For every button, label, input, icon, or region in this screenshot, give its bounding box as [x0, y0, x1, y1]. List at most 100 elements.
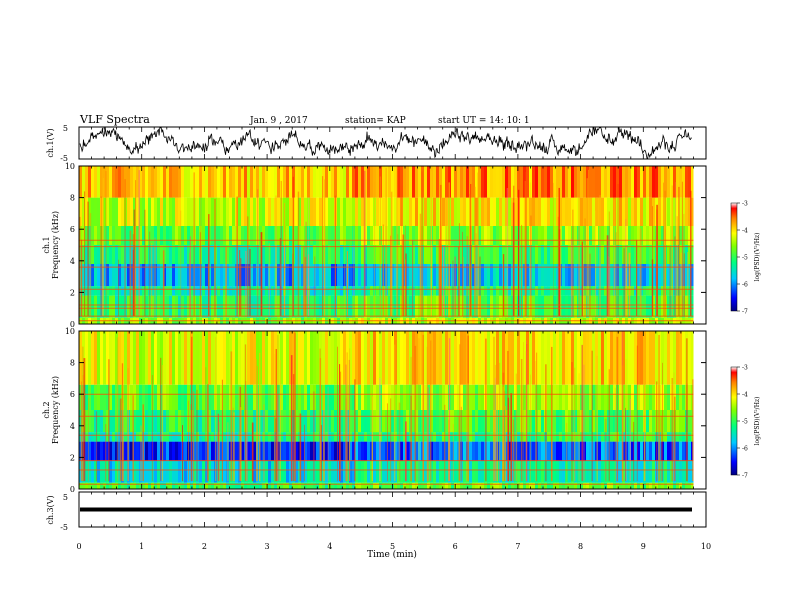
spectrogram-cell — [505, 432, 509, 442]
spectrogram-cell — [91, 384, 95, 410]
spectrogram-cell — [412, 264, 416, 287]
spectrogram-cell — [106, 295, 110, 318]
spectrogram-cell — [592, 384, 596, 410]
spectrogram-cell — [550, 482, 554, 489]
spectrogram-cell — [250, 197, 254, 226]
spectrogram-cell — [316, 226, 320, 245]
spectrogram-streak — [387, 403, 388, 482]
spectrogram-cell — [349, 384, 353, 410]
spectrogram-streak — [240, 407, 242, 482]
spectrogram-cell — [634, 286, 638, 296]
spectrogram-cell — [463, 460, 467, 483]
spectrogram-cell — [349, 460, 353, 483]
spectrogram-cell — [253, 245, 257, 264]
spectrogram-cell — [277, 245, 281, 264]
spectrogram-cell — [274, 482, 278, 489]
spectrogram-cell — [463, 197, 467, 226]
spectrogram-cell — [466, 245, 470, 264]
spectrogram-cell — [232, 166, 236, 198]
spectrogram-cell — [460, 410, 464, 433]
spectrogram-cell — [532, 286, 536, 296]
spectrogram-cell — [586, 460, 590, 483]
spectrogram-cell — [565, 166, 569, 198]
spectrogram-cell — [541, 384, 545, 410]
spectrogram-cell — [379, 410, 383, 433]
spectrogram-cell — [418, 166, 422, 198]
spectrogram-cell — [493, 245, 497, 264]
spectrogram-cell — [106, 410, 110, 433]
spectrogram-cell — [85, 331, 89, 385]
spectrogram-cell — [481, 384, 485, 410]
spectrogram-cell — [622, 286, 626, 296]
spectrogram-streak — [405, 253, 407, 317]
spectrogram-cell — [565, 460, 569, 483]
spectrogram-cell — [619, 384, 623, 410]
spectrogram-cell — [394, 197, 398, 226]
spectrogram-cell — [343, 410, 347, 433]
spectrogram-cell — [592, 460, 596, 483]
spectrogram-cell — [586, 441, 590, 461]
spectrogram-cell — [334, 331, 338, 385]
spectrogram-cell — [457, 295, 461, 318]
spectrogram-cell — [292, 441, 296, 461]
ch2-spectrogram-image — [79, 331, 706, 489]
spectrogram-cell — [259, 441, 263, 461]
spectrogram-cell — [421, 482, 425, 489]
spectrogram-streak — [459, 344, 461, 482]
spectrogram-cell — [409, 166, 413, 198]
spectrogram-streak — [583, 243, 584, 317]
spectrogram-cell — [490, 295, 494, 318]
spectrogram-cell — [616, 460, 620, 483]
spectrogram-cell — [367, 286, 371, 296]
spectrogram-cell — [151, 410, 155, 433]
time-ticks — [78, 127, 707, 527]
spectrogram-cell — [622, 482, 626, 489]
spectrogram-cell — [484, 264, 488, 287]
spectrogram-streak — [494, 377, 497, 482]
spectrogram-streak — [132, 234, 135, 317]
spectrogram-cell — [568, 264, 572, 287]
spectrogram-cell — [601, 197, 605, 226]
spectrogram-streak — [142, 404, 144, 482]
spectrogram-cell — [190, 264, 194, 287]
spectrogram-cell — [160, 331, 164, 385]
spectrogram-cell — [358, 460, 362, 483]
spectrogram-cell — [622, 264, 626, 287]
spectrogram-streak — [463, 256, 464, 317]
spectrogram-cell — [505, 460, 509, 483]
spectrogram-cell — [388, 410, 392, 433]
spectrogram-cell — [583, 331, 587, 385]
spectrogram-cell — [682, 460, 686, 483]
spectrogram-cell — [460, 295, 464, 318]
spectrogram-cell — [118, 295, 122, 318]
spectrogram-cell — [313, 384, 317, 410]
spectrogram-cell — [151, 245, 155, 264]
spectrogram-cell — [496, 166, 500, 198]
spectrogram-cell — [157, 197, 161, 226]
spectrogram-cell — [391, 441, 395, 461]
spectrogram-cell — [250, 384, 254, 410]
header-station: station= KAP — [345, 116, 406, 126]
spectrogram-cell — [394, 295, 398, 318]
spectrogram-cell — [451, 410, 455, 433]
spectrogram-cell — [142, 166, 146, 198]
spectrogram-cell — [526, 432, 530, 442]
spectrogram-cell — [133, 441, 137, 461]
spectrogram-cell — [127, 331, 131, 385]
spectrogram-cell — [517, 441, 521, 461]
spectrogram-cell — [604, 331, 608, 385]
spectrogram-cell — [328, 410, 332, 433]
spectrogram-cell — [310, 295, 314, 318]
spectrogram-cell — [367, 460, 371, 483]
spectrogram-cell — [436, 226, 440, 245]
spectrogram-cell — [94, 331, 98, 385]
spectrogram-cell — [607, 441, 611, 461]
spectrogram-cell — [325, 295, 329, 318]
spectrogram-cell — [514, 286, 518, 296]
spectrogram-cell — [337, 286, 341, 296]
spectrogram-cell — [220, 384, 224, 410]
spectrogram-cell — [406, 482, 410, 489]
spectrogram-cell — [163, 432, 167, 442]
spectrogram-cell — [640, 460, 644, 483]
spectrogram-cell — [592, 197, 596, 226]
